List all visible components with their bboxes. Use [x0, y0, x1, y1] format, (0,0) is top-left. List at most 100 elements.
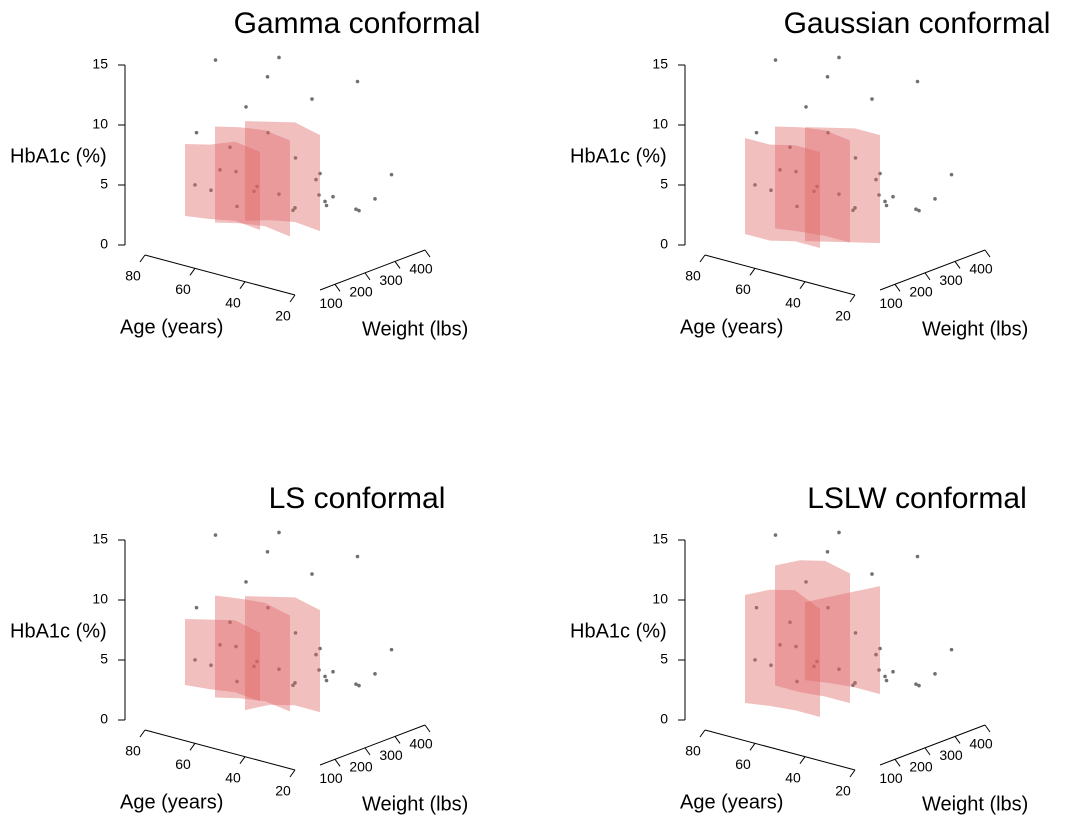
- point: [373, 672, 377, 676]
- point: [949, 647, 954, 652]
- point: [235, 679, 239, 684]
- point: [266, 130, 270, 135]
- point: [228, 145, 232, 150]
- point: [914, 207, 918, 212]
- prediction-band: [215, 126, 290, 237]
- z-tick-label: 0: [100, 711, 108, 727]
- y-tick: [894, 758, 901, 767]
- y-tick-label: 100: [319, 770, 343, 786]
- x-tick-label: 60: [735, 756, 751, 772]
- point: [825, 550, 830, 554]
- x-axis: [144, 729, 296, 771]
- y-tick-label: 200: [909, 284, 933, 300]
- point: [209, 663, 213, 667]
- point: [773, 58, 778, 62]
- prediction-band: [245, 596, 320, 713]
- point: [252, 189, 256, 194]
- y-tick-label: 100: [879, 770, 903, 786]
- point: [769, 188, 773, 192]
- point: [324, 678, 329, 683]
- y-tick: [924, 747, 931, 756]
- panel: Gamma conformal 0 5 10 15 HbA1c (%) 80 60 40 20 Ag…: [10, 7, 480, 340]
- z-tick-label: 5: [660, 651, 668, 667]
- point: [949, 172, 954, 177]
- y-tick: [894, 283, 901, 292]
- point: [884, 678, 889, 683]
- z-axis-title: HbA1c (%): [570, 620, 667, 642]
- y-axis-title: Weight (lbs): [362, 318, 468, 340]
- point: [228, 620, 232, 625]
- point: [389, 647, 394, 652]
- point: [877, 193, 881, 197]
- point: [324, 203, 329, 208]
- x-tick-label: 40: [785, 294, 801, 310]
- point: [795, 679, 799, 684]
- y-tick: [984, 724, 991, 733]
- point: [788, 620, 792, 625]
- prediction-band: [745, 589, 820, 717]
- y-tick: [364, 272, 371, 281]
- y-axis: [319, 724, 426, 766]
- point: [878, 646, 882, 651]
- y-tick: [364, 747, 371, 756]
- point: [815, 184, 819, 189]
- x-axis-title: Age (years): [680, 791, 783, 813]
- y-tick-label: 100: [879, 295, 903, 311]
- x-axis-title: Age (years): [120, 791, 223, 813]
- y-tick-label: 100: [319, 295, 343, 311]
- x-axis-title: Age (years): [120, 316, 223, 338]
- point: [851, 208, 855, 213]
- point: [825, 75, 830, 79]
- x-tick: [749, 743, 756, 751]
- prediction-band: [185, 618, 260, 702]
- point: [389, 172, 394, 177]
- point: [357, 683, 361, 688]
- y-axis-title: Weight (lbs): [922, 793, 1028, 815]
- panel: LS conformal 0 5 10 15 HbA1c (%) 80 60 40 20 Age (…: [10, 482, 468, 815]
- point: [323, 674, 327, 679]
- x-tick: [189, 268, 196, 276]
- z-tick-label: 10: [92, 116, 108, 132]
- y-tick-label: 300: [379, 272, 403, 288]
- point: [244, 105, 248, 109]
- point: [291, 683, 295, 688]
- point: [265, 75, 270, 79]
- point: [213, 58, 218, 62]
- point: [812, 189, 816, 194]
- z-axis-title: HbA1c (%): [10, 620, 107, 642]
- prediction-band: [185, 141, 260, 230]
- point: [891, 194, 895, 199]
- point: [878, 171, 882, 176]
- point: [317, 668, 321, 672]
- point: [778, 643, 782, 647]
- point: [917, 683, 921, 688]
- point: [355, 554, 360, 559]
- x-tick: [699, 729, 706, 738]
- point: [853, 631, 858, 635]
- x-tick-label: 60: [175, 756, 191, 772]
- z-tick-label: 15: [92, 531, 108, 547]
- point: [870, 97, 874, 101]
- z-tick-label: 10: [92, 591, 108, 607]
- point: [318, 646, 322, 651]
- y-tick: [394, 261, 401, 269]
- x-axis: [704, 254, 856, 296]
- point: [310, 572, 314, 576]
- point: [235, 204, 239, 209]
- point: [323, 199, 327, 204]
- z-axis-title: HbA1c (%): [570, 145, 667, 167]
- point: [331, 194, 335, 199]
- point: [293, 156, 298, 160]
- point: [266, 605, 270, 610]
- point: [877, 668, 881, 672]
- point: [354, 207, 358, 212]
- point: [754, 130, 759, 135]
- panel: Gaussian conformal 0 5 10 15 HbA1c (%) 80 60 40 2…: [570, 7, 1050, 340]
- y-tick: [954, 736, 961, 744]
- z-tick-label: 5: [100, 176, 108, 192]
- x-tick-label: 60: [175, 281, 191, 297]
- x-tick: [799, 281, 806, 289]
- point: [837, 530, 841, 535]
- z-tick-label: 15: [92, 56, 108, 72]
